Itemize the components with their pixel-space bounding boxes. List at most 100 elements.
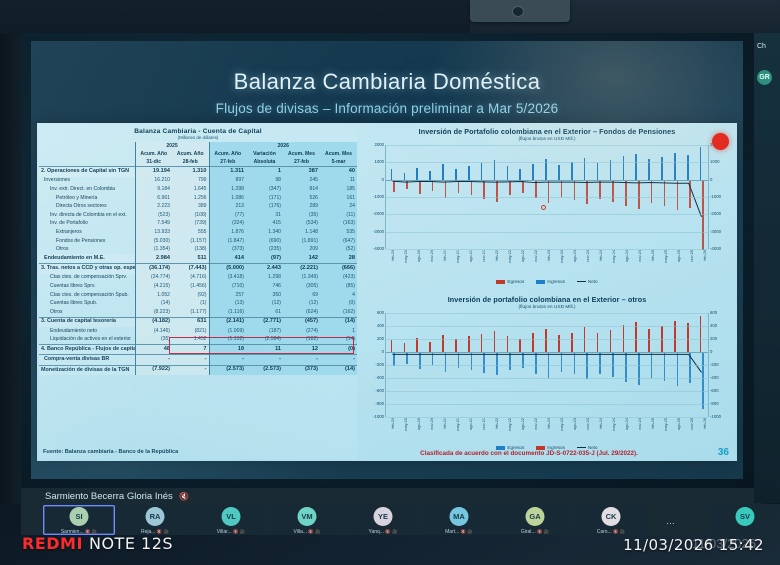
bar-ingresos [403,172,406,180]
participant-tile[interactable]: SV [709,505,761,535]
participant-tile[interactable]: GA Giral... 🔇 🎥 [499,505,571,535]
cell-r3-c2: 1.086 [208,193,246,203]
bar-egresos [689,352,692,384]
row-label: Cuentas libres Sprv. [50,282,96,289]
cell-r3-c5: 161 [320,193,357,203]
table-row: Ctas ctes. de compensación Sprv. (24.774)… [39,273,357,283]
cell-r2-c3: (347) [246,185,283,194]
legend-label: Neto [587,445,598,450]
row-label: Inversiones [44,177,71,184]
participant-tile[interactable]: YE Yanq... 🔇 🎥 [347,505,419,535]
x-axis-tick: nov-23 [585,250,590,262]
y-axis-tick: 0 [381,348,384,354]
x-axis-tick: ago-22 [521,418,526,430]
x-axis-tick: may-25 [663,418,668,431]
cell-r0-c5: 40 [320,166,357,177]
cell-r8-c2: (1.847) [208,236,246,246]
bar-ingresos [455,168,457,180]
bar-egresos [625,352,627,382]
gridline [386,352,708,353]
cell-r16-c1: (1.177) [172,308,209,318]
cell-r20-c2: 19 [208,344,246,355]
gridline [386,417,708,418]
cell-r14-c3: 350 [246,290,283,300]
x-axis-tick: feb-23 [547,250,551,261]
y-axis-tick: -600 [375,387,384,393]
row-label: Otros [50,308,63,315]
col-header-1: Acum. Año 28-feb [172,150,209,167]
cell-r3-c3: (171) [246,193,283,203]
chart1-net-line [386,145,708,248]
table-row: Compra-venta divisas BR - - - - - - [39,354,357,366]
cell-r22-c4: (373) [283,364,320,376]
x-axis-tick: may-21 [456,250,461,263]
table-corner-2 [39,151,135,167]
cell-r19-c2: (1.132) [208,335,246,345]
cell-r2-c4: 814 [283,185,320,194]
cell-r14-c4: 69 [283,290,320,300]
avatar: VM [297,507,317,526]
more-participants-button[interactable]: … [666,516,676,526]
column-header-row: Acum. Año 31-dic Acum. Año 28-feb Acum. Año 2… [39,150,357,167]
bar-ingresos [583,158,586,180]
x-axis-tick: ago-24 [624,250,629,262]
cell-r6-c2: (324) [208,219,246,229]
row-label: 3. Cuenta de capital tesorería [39,316,135,327]
x-axis-tick: may-20 [404,250,409,263]
table-row: Fondos de Pensiones (5.030) (1.157) (1.847)… [39,236,357,246]
y-axis-tick: -400 [375,374,384,380]
timestamp-ghost: 11/03/2026 [691,536,756,551]
legend-swatch [496,280,506,284]
cell-r19-c1: 1.452 [172,335,209,345]
cell-r20-c5: (0) [320,344,357,355]
gridline [386,378,708,379]
y-axis-tick: 400 [710,322,718,328]
bar-egresos [676,179,679,211]
legend-item: Egresos [496,445,524,450]
x-axis-tick: nov-25 [689,250,694,262]
table-row: 2. Operaciones de Capital sin TGN 19.194 1… [39,166,357,177]
bar-egresos [676,352,679,386]
x-axis-tick: ago-21 [469,418,474,430]
x-axis-tick: ago-25 [676,250,681,262]
side-app-sliver[interactable]: Ch GR [754,33,780,503]
table-row: Liquidación de activos en el exterior (35… [39,335,357,345]
participant-tile[interactable]: CK Caro... 🔇 🎥 [575,505,647,535]
participant-tile[interactable]: RA Reja... 🔇 🎥 [119,505,191,535]
y-axis-tick: 1000 [374,159,384,165]
bar-ingresos [467,336,470,352]
presenter-name: Sarmiento Becerra Gloria Inés [45,491,173,502]
participant-tile[interactable]: MA Mart... 🔇 🎥 [423,505,495,535]
bar-ingresos [635,322,637,352]
cell-r1-c3: 98 [246,176,283,186]
cell-r17-c5: (14) [320,316,357,327]
participant-tile[interactable]: VL Villar... 🔇 🎥 [195,505,267,535]
x-axis-tick: nov-20 [430,250,435,262]
cell-r5-c0: (523) [134,211,172,220]
cell-r15-c3: (12) [246,299,283,309]
participant-tile[interactable]: VM Villa... 🔇 🎥 [271,505,343,535]
table-row: Cuentas libres Spub. (14) (1) (13) (12) (12)(… [39,299,357,309]
cell-r19-c0: (35) [134,335,172,345]
bar-ingresos [596,332,599,352]
row-label: Inv. directa de Colombia en el ext. [50,211,127,218]
y-axis-tick: -200 [375,361,384,367]
legend-label: Ingresos [547,279,565,284]
cell-r22-c2: (2.573) [208,364,246,376]
gridline [386,197,708,198]
cell-r16-c0: (8.223) [134,308,172,318]
bar-ingresos [493,160,496,180]
cell-r2-c1: 1.645 [172,185,209,194]
mic-camera-icons: 🔇 🎥 [385,529,398,534]
cell-r18-c4: (274) [283,326,320,336]
side-panel-avatar[interactable]: GR [757,70,772,85]
avatar: CK [601,507,621,526]
y-axis-tick: -1000 [710,413,721,419]
slide-content-panel: Balanza Cambiaria - Cuenta de Capital (M… [37,123,737,461]
participant-tile[interactable]: SI Sarmien... 🔇 🎥 [43,505,115,535]
bar-ingresos [686,323,689,352]
bar-egresos [612,352,614,377]
x-axis-tick: ago-22 [521,250,526,262]
bar-ingresos [545,159,547,180]
participants-tray[interactable]: SI Sarmien... 🔇 🎥 RA Reja... 🔇 🎥 VL Villar...… [21,505,761,535]
